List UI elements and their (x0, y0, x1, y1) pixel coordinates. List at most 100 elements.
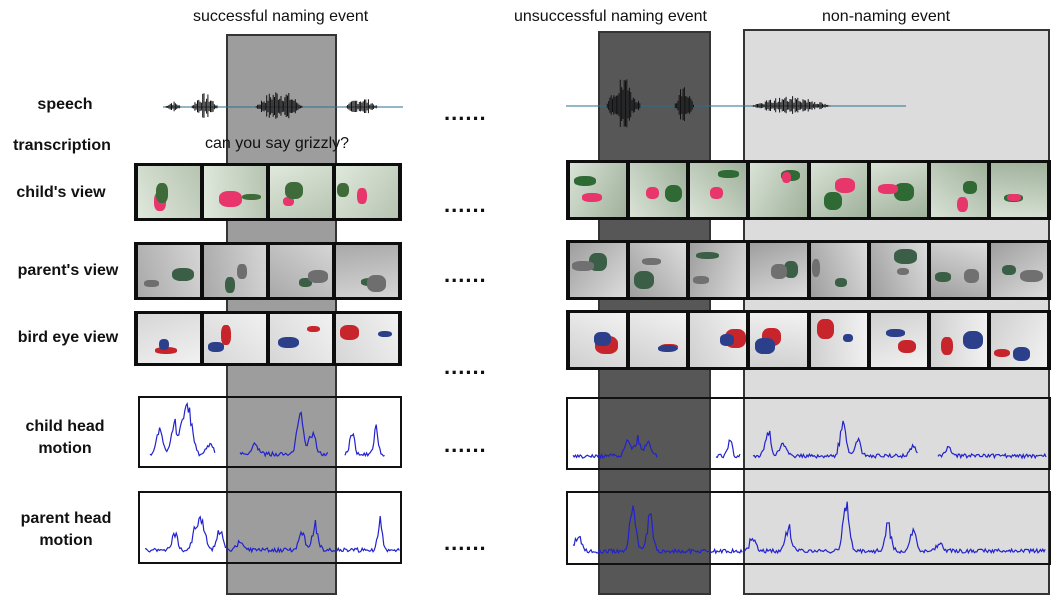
child-head-motion-label: child head motion (10, 416, 120, 460)
frame-object (834, 278, 848, 288)
frame-object (816, 319, 834, 339)
motion-trace (715, 439, 741, 459)
frame-object (284, 181, 303, 199)
audio-waveform-icon (566, 79, 906, 128)
frame-object (718, 170, 740, 178)
video-frame (690, 313, 747, 367)
frame-object (956, 196, 968, 213)
motion-trace (572, 435, 658, 460)
video-frame (930, 313, 987, 367)
motion-trace (937, 445, 1047, 460)
video-frame (690, 243, 747, 297)
ellipsis-child-motion: ...... (444, 432, 487, 457)
frame-object (897, 339, 917, 354)
childs-view-label: child's view (16, 184, 106, 201)
frame-object (306, 325, 320, 333)
video-frame (810, 243, 867, 297)
frame-object (664, 184, 683, 203)
speech-waveform-right (566, 76, 906, 136)
frame-object (277, 336, 300, 349)
frame-object (594, 332, 611, 346)
successful-naming-event-header: successful naming event (193, 8, 369, 25)
child-head-motion-label-line1: child head (25, 418, 105, 435)
video-frame (990, 313, 1047, 367)
unsuccessful-naming-event-header: unsuccessful naming event (514, 8, 707, 25)
ellipsis-childs-view: ...... (444, 192, 487, 217)
frame-object (241, 193, 261, 201)
video-frame (138, 245, 200, 297)
frame-object (283, 197, 295, 207)
child-head-motion-plot-left (138, 396, 402, 468)
ellipsis-parents-view: ...... (444, 262, 487, 287)
parent-head-motion-label-line2: motion (39, 532, 93, 549)
video-frame (630, 243, 687, 297)
parents-view-label: parent's view (17, 262, 119, 279)
video-frame (204, 166, 266, 218)
frame-object (573, 175, 597, 186)
child-head-motion-plot-right (566, 397, 1051, 470)
line-plot-icon (149, 401, 385, 458)
frame-object (1002, 264, 1016, 276)
frame-object (885, 329, 905, 338)
frame-object (1007, 194, 1021, 201)
frame-object (878, 184, 898, 194)
parent-head-motion-plot-right (566, 491, 1051, 565)
frame-object (771, 264, 788, 279)
video-frame (870, 313, 927, 367)
frame-object (144, 280, 159, 287)
bird-eye-view-label: bird eye view (17, 329, 119, 346)
frame-object (357, 187, 367, 204)
frame-object (156, 183, 169, 203)
video-frame (270, 245, 332, 297)
frame-object (298, 277, 312, 287)
motion-trace (149, 401, 216, 457)
video-frame (990, 163, 1047, 217)
frame-object (941, 336, 954, 356)
motion-trace (743, 501, 1046, 555)
frame-object (642, 257, 662, 265)
video-frame (750, 243, 807, 297)
line-plot-icon (572, 420, 1047, 460)
parent-head-motion-plot-left (138, 491, 402, 564)
frame-object (225, 276, 236, 294)
frame-object (894, 249, 917, 264)
line-plot-icon (572, 501, 1046, 555)
video-frame (870, 243, 927, 297)
video-frame (630, 313, 687, 367)
childs-view-strip-right (566, 160, 1051, 220)
video-frame (336, 314, 398, 363)
child-head-motion-label-line2: motion (38, 440, 92, 457)
motion-trace (239, 411, 329, 458)
frame-object (963, 331, 984, 350)
video-frame (570, 243, 627, 297)
frame-object (236, 264, 247, 280)
video-frame (138, 166, 200, 218)
bird-eye-view-strip-right (566, 310, 1051, 370)
motion-trace (144, 515, 400, 554)
motion-trace (572, 505, 743, 555)
video-frame (870, 163, 927, 217)
ellipsis-bird-eye-view: ...... (444, 354, 487, 379)
frame-object (646, 186, 659, 199)
frame-object (172, 267, 195, 281)
video-frame (204, 245, 266, 297)
ellipsis-parent-motion: ...... (444, 530, 487, 555)
video-frame (810, 163, 867, 217)
frame-object (154, 347, 178, 355)
frame-object (843, 333, 853, 343)
motion-trace (752, 420, 918, 459)
frame-object (571, 261, 595, 271)
frame-object (720, 334, 734, 346)
frame-object (993, 348, 1011, 358)
frame-object (963, 269, 979, 283)
frame-object (339, 325, 359, 340)
video-frame (570, 313, 627, 367)
frame-object (377, 330, 393, 338)
video-frame (570, 163, 627, 217)
frame-object (208, 341, 225, 352)
video-frame (810, 313, 867, 367)
frame-object (657, 344, 677, 353)
video-frame (336, 245, 398, 297)
parents-view-strip-left (134, 242, 402, 300)
